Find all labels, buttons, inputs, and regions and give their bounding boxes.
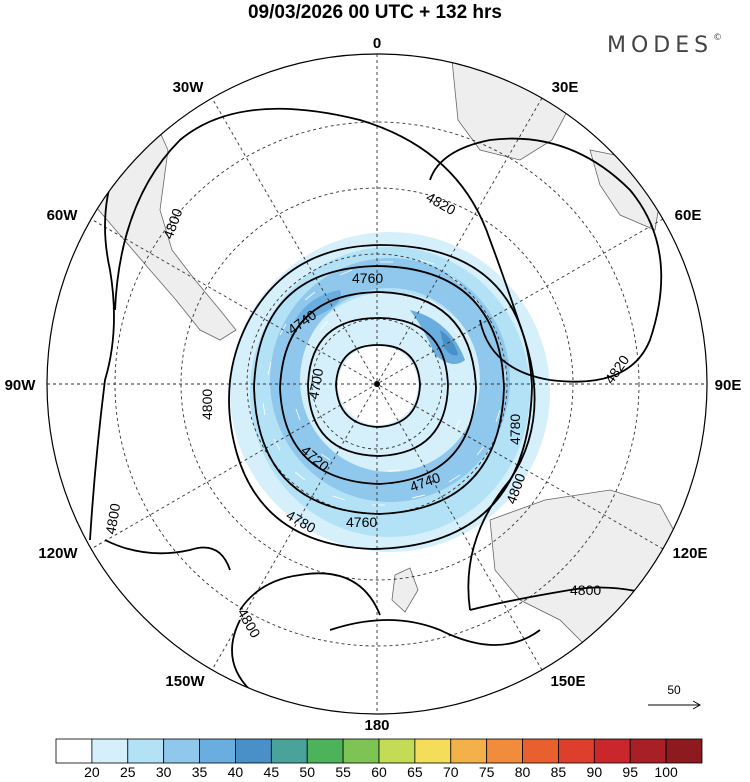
colorbar-swatch — [127, 738, 165, 764]
contour-label-4780-a: 4780 — [507, 414, 523, 445]
vector-reference-arrow — [648, 700, 702, 710]
colorbar-swatch — [593, 738, 631, 764]
colorbar-tick-label: 80 — [514, 764, 531, 780]
colorbar-tick-label: 35 — [191, 764, 208, 780]
height-contours — [89, 107, 691, 691]
colorbar-swatch — [55, 738, 93, 764]
colorbar-tick-label: 30 — [155, 764, 172, 780]
colorbar-tick-label: 85 — [550, 764, 567, 780]
contour-label-4800-e: 4800 — [570, 582, 601, 598]
lon-label-150e: 150E — [550, 673, 585, 690]
lon-label-150w: 150W — [165, 673, 205, 690]
contour-4800-south — [231, 619, 541, 691]
colorbar-swatch — [558, 738, 595, 764]
contour-label-4800-c: 4800 — [102, 502, 123, 536]
contour-label-4800-a: 4800 — [160, 206, 186, 241]
map-title: 09/03/2026 00 UTC + 132 hrs — [247, 2, 503, 23]
colorbar-swatch — [235, 738, 272, 764]
contour-4800-main — [89, 107, 536, 616]
colorbar-tick-label: 90 — [586, 764, 603, 780]
vector-reference-label: 50 — [667, 683, 681, 697]
colorbar-swatch — [522, 738, 559, 764]
contour-label-4820-a: 4820 — [424, 189, 459, 219]
colorbar-swatch — [91, 738, 129, 764]
shade-35-40-b — [295, 290, 341, 321]
colorbar-swatch — [306, 738, 344, 764]
contour-4760 — [253, 265, 505, 515]
colorbar-swatch — [342, 738, 380, 764]
colorbar-swatch — [199, 738, 236, 764]
land-australia — [489, 489, 691, 651]
colorbar-tick-label: 45 — [263, 764, 280, 780]
lon-label-90w: 90W — [5, 377, 37, 394]
contour-label-4760-b: 4760 — [346, 514, 377, 530]
colorbar-tick-label: 75 — [478, 764, 495, 780]
land-east — [589, 149, 661, 231]
contour-label-4800-b: 4800 — [199, 389, 215, 420]
colorbar-tick-label: 60 — [371, 764, 387, 780]
colorbar-swatch — [486, 738, 523, 764]
contour-label-4760-a: 4760 — [352, 270, 383, 286]
brand-name: MODES — [607, 33, 714, 58]
colorbar-swatch — [270, 738, 308, 764]
lon-label-120e: 120E — [672, 545, 707, 562]
land-south-america — [59, 109, 237, 341]
lon-label-30w: 30W — [173, 79, 205, 96]
colorbar-swatch — [450, 738, 488, 764]
colorbar-tick-label: 100 — [654, 764, 678, 780]
contour-4740 — [279, 291, 477, 485]
modes-logo: MODES© — [607, 33, 722, 58]
contour-label-4700-a: 4700 — [305, 367, 326, 401]
colorbar-tick-label: 55 — [335, 764, 351, 780]
lon-label-0: 0 — [373, 35, 381, 52]
contour-4720 — [307, 317, 449, 457]
lat-circle-1 — [311, 318, 443, 450]
pole-marker — [374, 381, 380, 387]
lon-label-60e: 60E — [675, 207, 702, 224]
longitude-labels: 0 30E 60E 90E 120E 150E 180 150W 120W 90… — [5, 35, 742, 734]
colorbar-tick-label: 65 — [407, 764, 423, 780]
polar-map: 4820 4820 4800 4800 4800 4800 4800 4800 … — [5, 35, 742, 734]
colorbar-tick-label: 50 — [299, 764, 316, 780]
colorbar-tick-label: 20 — [84, 764, 100, 780]
colorbar-swatch — [163, 738, 200, 764]
colorbar-tick-label: 40 — [227, 764, 244, 780]
land-new-zealand — [391, 567, 419, 613]
colorbar — [55, 738, 703, 764]
map-boundary — [46, 53, 708, 715]
colorbar-swatch — [665, 738, 703, 764]
colorbar-swatch — [414, 738, 452, 764]
colorbar-tick-label: 95 — [622, 764, 639, 780]
colorbar-tick-label: 25 — [119, 764, 136, 780]
lon-label-60w: 60W — [47, 207, 79, 224]
lon-label-120w: 120W — [38, 545, 78, 562]
contour-4700 — [335, 344, 421, 428]
colorbar-tick-label: 70 — [442, 764, 459, 780]
colorbar-labels: 20 25 30 35 40 45 50 55 60 65 70 75 80 85 90 95 100 — [0, 764, 750, 782]
lon-label-30e: 30E — [552, 79, 579, 96]
colorbar-swatch — [378, 738, 416, 764]
lon-label-90e: 90E — [715, 377, 742, 394]
brand-mark: © — [713, 33, 723, 43]
contour-4820 — [429, 137, 663, 383]
lon-label-180: 180 — [364, 717, 389, 734]
lat-circle-3 — [180, 187, 574, 581]
colorbar-swatch — [629, 738, 667, 764]
